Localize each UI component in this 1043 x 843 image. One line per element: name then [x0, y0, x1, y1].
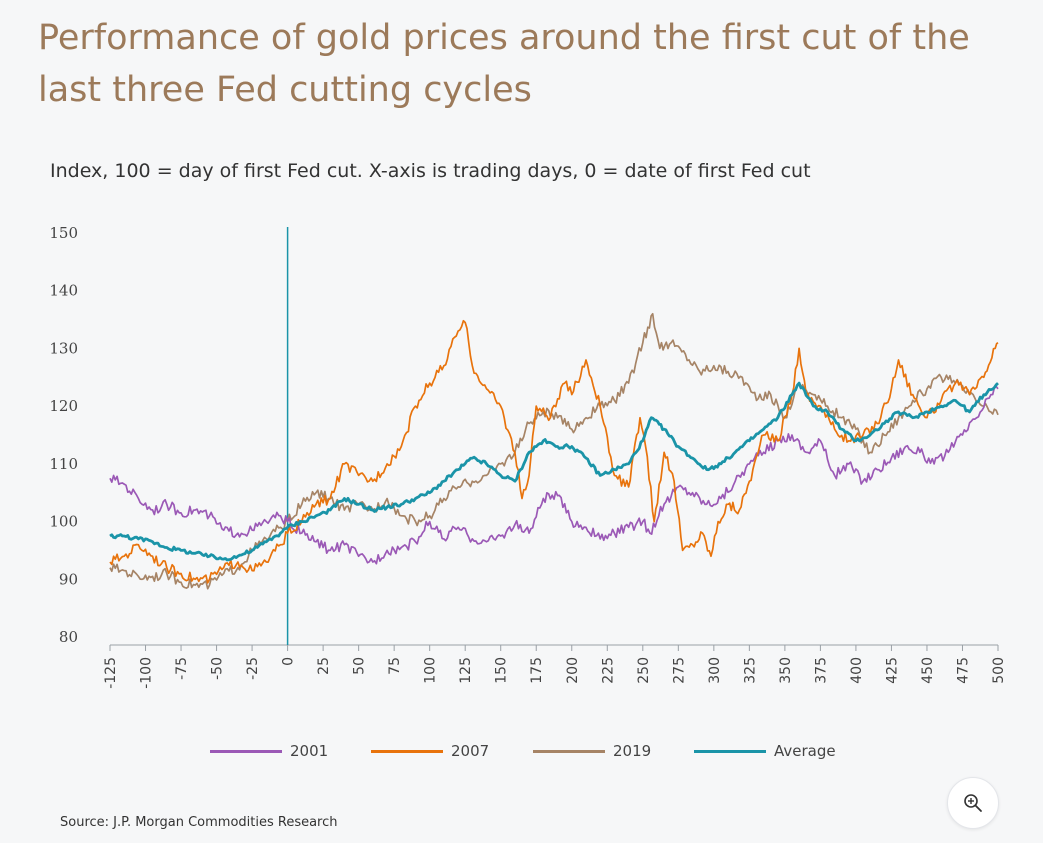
x-axis: -125 -100 -75 -50 -25 0 25 50 75 100 125 150 175 200 2… — [103, 644, 1007, 689]
x-tick-label: 100 — [423, 657, 439, 684]
y-tick-label: 120 — [49, 397, 78, 415]
legend-item-2019: 2019 — [533, 742, 651, 760]
y-tick-label: 110 — [49, 455, 78, 473]
x-tick-label: 0 — [281, 657, 297, 666]
y-tick-label: 80 — [59, 628, 78, 646]
x-tick-label: 375 — [813, 657, 829, 684]
x-tick-label: 125 — [458, 657, 474, 684]
chart-subtitle: Index, 100 = day of first Fed cut. X-axi… — [50, 160, 811, 182]
chart-title: Performance of gold prices around the fi… — [38, 18, 970, 110]
zoom-button[interactable] — [947, 777, 999, 829]
legend-item-2007: 2007 — [371, 742, 489, 760]
chart-legend: 2001 2007 2019 Average — [0, 742, 1043, 766]
x-tick-label: 275 — [671, 657, 687, 684]
y-tick-label: 100 — [49, 513, 78, 531]
x-tick-label: 400 — [849, 657, 865, 684]
x-tick-label: 300 — [707, 657, 723, 684]
x-tick-label: 450 — [920, 657, 936, 684]
series-line-2019 — [109, 312, 999, 590]
x-tick-label: 50 — [352, 657, 368, 675]
legend-swatch — [210, 749, 282, 753]
legend-swatch — [694, 749, 766, 753]
x-tick-label: 350 — [778, 657, 794, 684]
x-tick-label: -100 — [139, 657, 155, 689]
y-axis-ticks: 80 90 100 110 120 130 140 150 — [49, 224, 78, 646]
x-tick-label: 500 — [991, 657, 1007, 684]
series-lines — [109, 312, 999, 590]
source-note: Source: J.P. Morgan Commodities Research — [60, 815, 338, 830]
y-tick-label: 140 — [49, 282, 78, 300]
legend-item-average: Average — [694, 742, 836, 760]
y-tick-label: 90 — [59, 570, 78, 588]
x-tick-label: 425 — [884, 657, 900, 684]
x-tick-label: 200 — [565, 657, 581, 684]
legend-label: Average — [774, 742, 836, 760]
x-tick-label: 25 — [316, 657, 332, 675]
x-tick-label: -125 — [103, 657, 119, 689]
x-tick-label: 75 — [387, 657, 403, 675]
legend-swatch — [371, 749, 443, 753]
series-line-average — [109, 381, 999, 562]
x-tick-label: -50 — [210, 657, 226, 680]
legend-label: 2019 — [613, 742, 652, 760]
y-tick-label: 130 — [49, 339, 78, 357]
zoom-in-icon — [964, 794, 982, 812]
legend-label: 2007 — [451, 742, 490, 760]
series-line-2007 — [109, 319, 999, 584]
x-tick-label: 225 — [600, 657, 616, 684]
legend-label: 2001 — [290, 742, 329, 760]
series-line-2001 — [109, 385, 999, 565]
legend-swatch — [533, 749, 605, 753]
x-tick-label: 475 — [955, 657, 971, 684]
legend-item-2001: 2001 — [210, 742, 328, 760]
x-tick-label: -75 — [174, 657, 190, 680]
x-tick-label: 250 — [636, 657, 652, 684]
x-tick-label: -25 — [245, 657, 261, 680]
x-tick-label: 150 — [494, 657, 510, 684]
x-tick-label: 175 — [529, 657, 545, 684]
x-tick-label: 325 — [742, 657, 758, 684]
y-tick-label: 150 — [49, 224, 78, 242]
